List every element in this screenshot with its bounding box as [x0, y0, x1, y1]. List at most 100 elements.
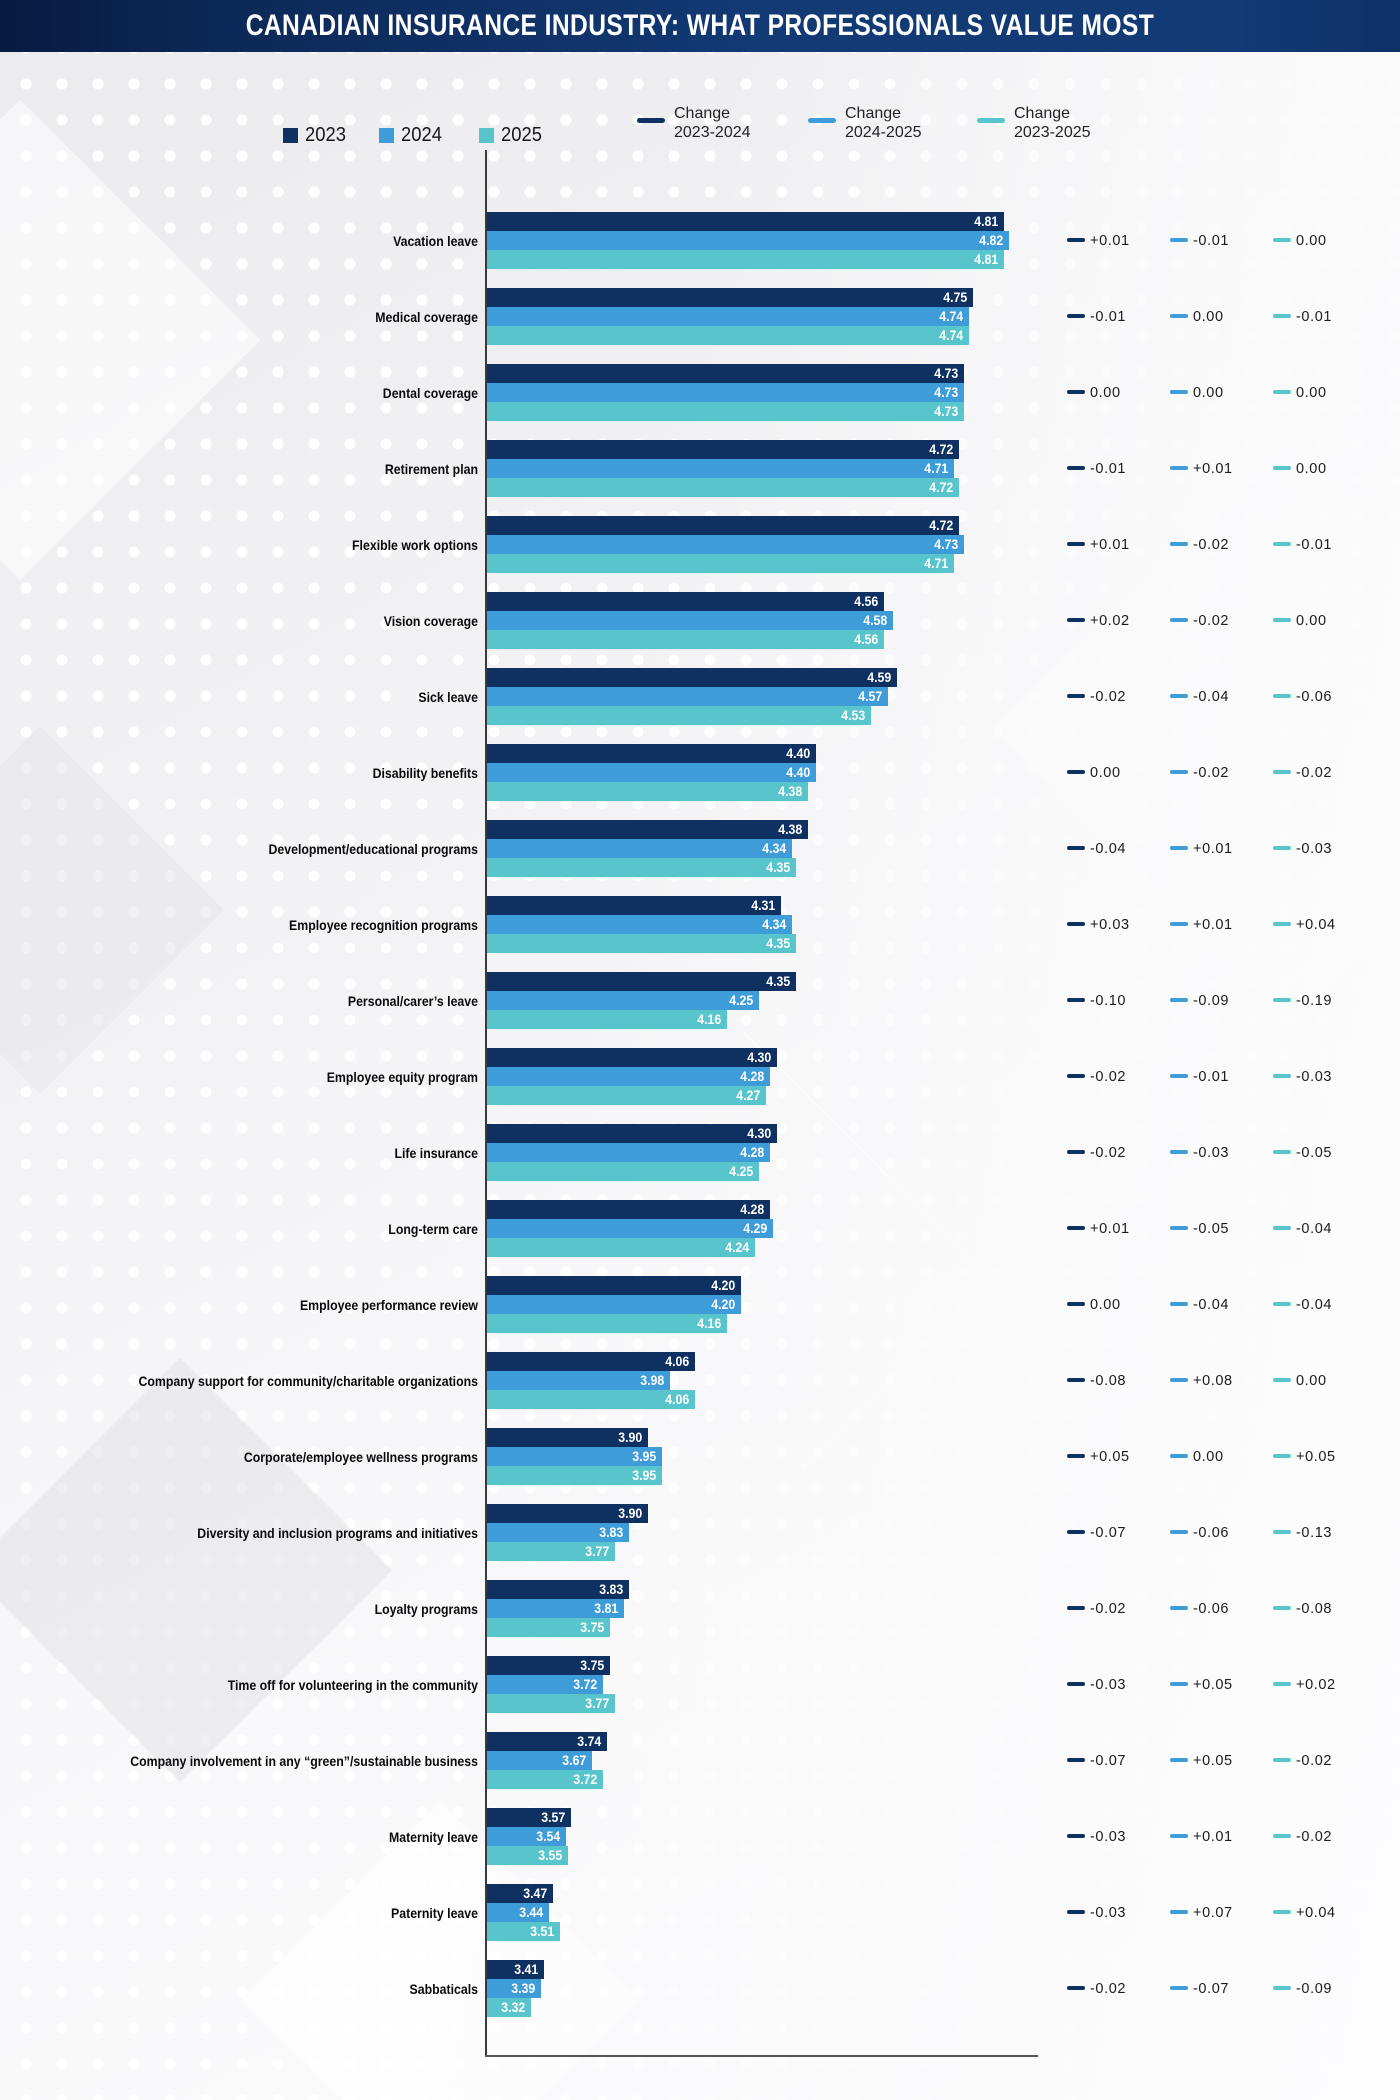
- change-value-2023-2025: 0.00: [1296, 385, 1327, 401]
- change-dash-2024-2025: [1170, 1378, 1188, 1382]
- change-dash-2024-2025: [1170, 1454, 1188, 1458]
- bar-2024: 4.73: [487, 383, 964, 402]
- change-dash-2024-2025: [1170, 1834, 1188, 1838]
- bar-value-2024: 4.29: [743, 1220, 767, 1236]
- change-value-2024-2025: 0.00: [1193, 309, 1224, 325]
- change-value-2023-2024: +0.05: [1090, 1449, 1130, 1465]
- bar-value-2023: 3.74: [577, 1733, 601, 1749]
- change-dash-2023-2025: [1273, 1682, 1291, 1686]
- bar-value-2024: 4.28: [740, 1068, 764, 1084]
- change-value-2024-2025: -0.04: [1193, 1297, 1230, 1313]
- bar-2025: 4.16: [487, 1314, 727, 1333]
- title-bar: CANADIAN INSURANCE INDUSTRY: WHAT PROFES…: [0, 0, 1400, 52]
- bar-2025: 4.27: [487, 1086, 766, 1105]
- change-dash-2023-2025: [1273, 466, 1291, 470]
- bar-value-2024: 4.71: [924, 460, 948, 476]
- bar-2025: 3.32: [487, 1998, 531, 2017]
- change-value-2023-2024: -0.02: [1090, 1981, 1127, 1997]
- bar-2023: 4.56: [487, 592, 884, 611]
- bar-value-2023: 4.30: [747, 1049, 771, 1065]
- bar-2023: 4.30: [487, 1124, 777, 1143]
- bar-2025: 3.51: [487, 1922, 560, 1941]
- change-dash-2024-2025: [1170, 1986, 1188, 1990]
- change-dash-2024-2025: [1170, 922, 1188, 926]
- bar-2024: 3.95: [487, 1447, 662, 1466]
- bar-2023: 4.73: [487, 364, 964, 383]
- bar-2023: 3.75: [487, 1656, 610, 1675]
- legend-label-2024: 2024: [401, 123, 442, 146]
- change-dash-2023-2024: [1067, 694, 1085, 698]
- change-value-2024-2025: -0.02: [1193, 613, 1230, 629]
- legend-label-change-2024-2025: Change 2024-2025: [845, 104, 922, 142]
- bar-value-2023: 4.06: [665, 1353, 689, 1369]
- change-value-2023-2025: -0.03: [1296, 1069, 1333, 1085]
- bar-2023: 4.06: [487, 1352, 695, 1371]
- bar-value-2024: 4.40: [786, 764, 810, 780]
- legend-dash-2023-2024: [637, 118, 665, 123]
- bar-2024: 3.39: [487, 1979, 541, 1998]
- category-label: Employee recognition programs: [289, 917, 478, 933]
- bar-value-2025: 3.55: [538, 1847, 562, 1863]
- bar-2023: 4.31: [487, 896, 781, 915]
- category-label: Personal/carer’s leave: [347, 993, 478, 1009]
- bar-2023: 4.59: [487, 668, 897, 687]
- bar-2024: 3.98: [487, 1371, 670, 1390]
- category-label: Sick leave: [418, 689, 478, 705]
- change-value-2024-2025: +0.01: [1193, 461, 1233, 477]
- bar-value-2025: 4.53: [841, 707, 865, 723]
- change-value-2024-2025: +0.01: [1193, 1829, 1233, 1845]
- bar-value-2023: 4.72: [929, 441, 953, 457]
- change-value-2023-2024: 0.00: [1090, 765, 1121, 781]
- category-label: Loyalty programs: [374, 1601, 478, 1617]
- change-value-2024-2025: +0.08: [1193, 1373, 1233, 1389]
- change-value-2023-2024: -0.07: [1090, 1525, 1127, 1541]
- change-value-2023-2024: -0.04: [1090, 841, 1127, 857]
- bar-2024: 3.67: [487, 1751, 592, 1770]
- change-value-2023-2024: -0.02: [1090, 1145, 1127, 1161]
- change-value-2023-2025: +0.04: [1296, 917, 1336, 933]
- bar-2023: 4.20: [487, 1276, 741, 1295]
- bar-value-2023: 4.28: [740, 1201, 764, 1217]
- bar-value-2023: 3.90: [618, 1429, 642, 1445]
- bar-2023: 4.75: [487, 288, 973, 307]
- bar-value-2025: 4.16: [697, 1315, 721, 1331]
- change-value-2023-2024: 0.00: [1090, 1297, 1121, 1313]
- bar-value-2024: 4.34: [762, 840, 786, 856]
- change-dash-2024-2025: [1170, 1606, 1188, 1610]
- bar-value-2025: 4.74: [939, 327, 963, 343]
- change-dash-2024-2025: [1170, 694, 1188, 698]
- bar-2024: 4.58: [487, 611, 893, 630]
- bar-2024: 4.28: [487, 1143, 770, 1162]
- change-dash-2023-2025: [1273, 1834, 1291, 1838]
- change-value-2024-2025: -0.07: [1193, 1981, 1230, 1997]
- bar-value-2025: 3.75: [580, 1619, 604, 1635]
- change-value-2023-2025: -0.05: [1296, 1145, 1333, 1161]
- bar-value-2024: 4.25: [729, 992, 753, 1008]
- category-label: Vacation leave: [393, 233, 478, 249]
- bar-value-2023: 4.20: [711, 1277, 735, 1293]
- legend-swatch-2023: [283, 127, 298, 143]
- bar-2025: 4.25: [487, 1162, 759, 1181]
- bar-2023: 4.72: [487, 516, 959, 535]
- change-value-2023-2024: -0.03: [1090, 1829, 1127, 1845]
- bar-value-2025: 4.73: [934, 403, 958, 419]
- change-dash-2024-2025: [1170, 542, 1188, 546]
- legend-dash-2023-2025: [977, 118, 1005, 123]
- change-value-2023-2024: -0.02: [1090, 1601, 1127, 1617]
- bar-2025: 4.72: [487, 478, 959, 497]
- change-value-2023-2024: -0.03: [1090, 1905, 1127, 1921]
- change-dash-2024-2025: [1170, 1682, 1188, 1686]
- bar-value-2024: 4.58: [863, 612, 887, 628]
- change-dash-2024-2025: [1170, 770, 1188, 774]
- change-dash-2024-2025: [1170, 390, 1188, 394]
- bar-2024: 4.20: [487, 1295, 741, 1314]
- change-dash-2024-2025: [1170, 998, 1188, 1002]
- change-value-2023-2024: +0.01: [1090, 233, 1130, 249]
- change-dash-2023-2024: [1067, 618, 1085, 622]
- bar-value-2024: 3.54: [536, 1828, 560, 1844]
- change-dash-2024-2025: [1170, 238, 1188, 242]
- bar-value-2024: 4.34: [762, 916, 786, 932]
- bar-2023: 4.38: [487, 820, 808, 839]
- category-label: Retirement plan: [384, 461, 478, 477]
